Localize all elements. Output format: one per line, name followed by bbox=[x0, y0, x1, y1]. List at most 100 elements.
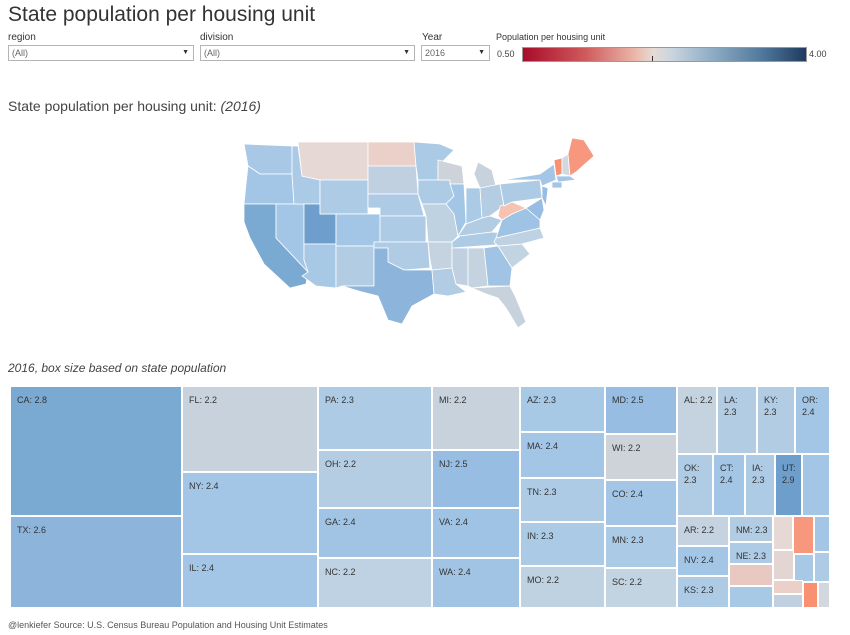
map-state-al[interactable] bbox=[467, 247, 489, 289]
treemap-cell-label: KY: 2.3 bbox=[764, 395, 779, 417]
treemap-cell[interactable]: GA: 2.4 bbox=[318, 508, 432, 558]
treemap-cell[interactable] bbox=[773, 516, 793, 550]
treemap-cell[interactable]: NV: 2.4 bbox=[677, 546, 729, 576]
map-state-il[interactable] bbox=[445, 183, 467, 238]
map-state-tx[interactable] bbox=[341, 247, 435, 325]
map-state-mt[interactable] bbox=[297, 141, 369, 181]
map-state-ne[interactable] bbox=[367, 193, 425, 217]
treemap-cell[interactable]: UT: 2.9 bbox=[775, 454, 802, 516]
map-state-nj[interactable] bbox=[541, 185, 549, 208]
treemap-cell-label: OR: 2.4 bbox=[802, 395, 819, 417]
treemap-cell[interactable]: CT: 2.4 bbox=[713, 454, 745, 516]
map-heading-text: State population per housing unit: bbox=[8, 98, 221, 114]
map-state-ct[interactable] bbox=[551, 181, 563, 189]
treemap-cell[interactable] bbox=[802, 454, 830, 516]
treemap-cell-label: CO: 2.4 bbox=[612, 489, 644, 499]
treemap-cell-label: MO: 2.2 bbox=[527, 575, 560, 585]
treemap-cell[interactable] bbox=[818, 582, 830, 608]
treemap-cell[interactable] bbox=[814, 552, 830, 582]
treemap-cell-label: NJ: 2.5 bbox=[439, 459, 468, 469]
treemap-cell-label: SC: 2.2 bbox=[612, 577, 643, 587]
map-state-sd[interactable] bbox=[367, 165, 419, 195]
treemap-cell-label: MI: 2.2 bbox=[439, 395, 467, 405]
chevron-down-icon: ▼ bbox=[478, 49, 485, 56]
treemap-cell[interactable]: NE: 2.3 bbox=[729, 542, 773, 564]
treemap-cell[interactable]: IL: 2.4 bbox=[182, 554, 318, 608]
map-state-wi[interactable] bbox=[437, 159, 465, 185]
division-filter-label: division bbox=[200, 32, 234, 43]
treemap-cell[interactable]: NY: 2.4 bbox=[182, 472, 318, 554]
map-state-wy[interactable] bbox=[319, 179, 369, 215]
treemap-cell[interactable]: NC: 2.2 bbox=[318, 558, 432, 608]
treemap-cell-label: NE: 2.3 bbox=[736, 551, 767, 561]
map-heading: State population per housing unit: (2016… bbox=[8, 98, 261, 114]
treemap-cell[interactable]: AL: 2.2 bbox=[677, 386, 717, 454]
source-footer: @lenkiefer Source: U.S. Census Bureau Po… bbox=[8, 620, 328, 630]
treemap-cell-label: NV: 2.4 bbox=[684, 555, 714, 565]
page-title: State population per housing unit bbox=[8, 3, 316, 26]
us-choropleth-map[interactable] bbox=[236, 136, 596, 332]
map-state-ia[interactable] bbox=[417, 179, 455, 205]
treemap-cell-label: TN: 2.3 bbox=[527, 487, 557, 497]
map-state-md[interactable] bbox=[525, 197, 545, 221]
treemap-cell[interactable]: TN: 2.3 bbox=[520, 478, 605, 522]
treemap-cell[interactable]: OK: 2.3 bbox=[677, 454, 713, 516]
map-state-fl[interactable] bbox=[471, 285, 527, 329]
treemap-cell[interactable]: PA: 2.3 bbox=[318, 386, 432, 450]
division-dropdown[interactable]: (All) ▼ bbox=[200, 45, 415, 61]
treemap-cell-label: NC: 2.2 bbox=[325, 567, 356, 577]
treemap-cell[interactable]: CO: 2.4 bbox=[605, 480, 677, 526]
map-state-oh[interactable] bbox=[479, 183, 505, 219]
treemap-cell[interactable]: CA: 2.8 bbox=[10, 386, 182, 516]
map-state-nm[interactable] bbox=[335, 245, 375, 289]
map-state-ms[interactable] bbox=[451, 247, 469, 287]
treemap-cell[interactable]: OR: 2.4 bbox=[795, 386, 830, 454]
treemap-cell[interactable]: OH: 2.2 bbox=[318, 450, 432, 508]
treemap-cell[interactable] bbox=[773, 550, 794, 580]
map-state-ny[interactable] bbox=[501, 163, 557, 187]
treemap-cell[interactable] bbox=[773, 580, 803, 594]
map-state-ma[interactable] bbox=[555, 175, 578, 183]
treemap-cell[interactable]: MD: 2.5 bbox=[605, 386, 677, 434]
region-dropdown[interactable]: (All) ▼ bbox=[8, 45, 194, 61]
treemap-cell[interactable]: WI: 2.2 bbox=[605, 434, 677, 480]
treemap-cell-label: WI: 2.2 bbox=[612, 443, 641, 453]
treemap-cell[interactable]: TX: 2.6 bbox=[10, 516, 182, 608]
map-state-nd[interactable] bbox=[367, 141, 417, 167]
treemap-cell[interactable]: IN: 2.3 bbox=[520, 522, 605, 566]
treemap-cell[interactable] bbox=[773, 594, 803, 608]
map-state-me[interactable] bbox=[567, 137, 595, 177]
treemap-cell[interactable]: LA: 2.3 bbox=[717, 386, 757, 454]
treemap-cell[interactable]: KS: 2.3 bbox=[677, 576, 729, 608]
map-state-ks[interactable] bbox=[379, 215, 427, 243]
treemap-cell-label: MD: 2.5 bbox=[612, 395, 644, 405]
map-state-pa[interactable] bbox=[499, 179, 543, 207]
map-state-ar[interactable] bbox=[427, 241, 453, 271]
treemap-cell[interactable]: MO: 2.2 bbox=[520, 566, 605, 608]
treemap-cell[interactable]: VA: 2.4 bbox=[432, 508, 520, 558]
treemap-cell[interactable]: WA: 2.4 bbox=[432, 558, 520, 608]
treemap-cell[interactable]: IA: 2.3 bbox=[745, 454, 775, 516]
treemap-cell[interactable] bbox=[729, 564, 773, 586]
treemap-cell[interactable]: NM: 2.3 bbox=[729, 516, 773, 542]
treemap-cell[interactable]: AZ: 2.3 bbox=[520, 386, 605, 432]
treemap-cell[interactable] bbox=[814, 516, 830, 552]
treemap-cell[interactable] bbox=[729, 586, 773, 608]
treemap-cell[interactable] bbox=[793, 516, 814, 554]
year-dropdown[interactable]: 2016 ▼ bbox=[421, 45, 490, 61]
treemap-cell-label: TX: 2.6 bbox=[17, 525, 47, 535]
map-state-az[interactable] bbox=[301, 243, 337, 289]
treemap-cell[interactable]: NJ: 2.5 bbox=[432, 450, 520, 508]
treemap-cell[interactable]: SC: 2.2 bbox=[605, 568, 677, 608]
treemap-cell[interactable]: FL: 2.2 bbox=[182, 386, 318, 472]
treemap-cell[interactable]: KY: 2.3 bbox=[757, 386, 795, 454]
map-state-ga[interactable] bbox=[483, 245, 513, 287]
map-state-mi[interactable] bbox=[473, 161, 497, 189]
map-state-co[interactable] bbox=[335, 213, 381, 247]
treemap-cell[interactable] bbox=[803, 582, 818, 608]
treemap-cell[interactable]: AR: 2.2 bbox=[677, 516, 729, 546]
treemap-cell[interactable]: MI: 2.2 bbox=[432, 386, 520, 450]
treemap-cell[interactable] bbox=[794, 554, 814, 582]
treemap-cell[interactable]: MA: 2.4 bbox=[520, 432, 605, 478]
treemap-cell[interactable]: MN: 2.3 bbox=[605, 526, 677, 568]
